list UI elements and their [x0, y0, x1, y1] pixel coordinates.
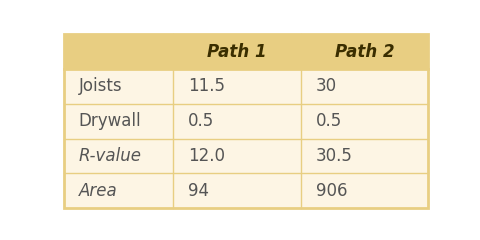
Bar [300, 104, 428, 138]
Text: Path 1: Path 1 [207, 43, 267, 61]
Text: Area: Area [79, 182, 117, 200]
Text: 30: 30 [315, 78, 336, 96]
Text: 94: 94 [188, 182, 209, 200]
Bar [300, 34, 428, 69]
Bar [173, 69, 300, 104]
Bar [173, 34, 300, 69]
Bar [64, 138, 173, 173]
Bar [300, 69, 428, 104]
Text: 0.5: 0.5 [188, 112, 214, 130]
Bar [64, 69, 173, 104]
Text: 12.0: 12.0 [188, 147, 225, 165]
Text: 0.5: 0.5 [315, 112, 342, 130]
Text: Drywall: Drywall [79, 112, 141, 130]
Bar [64, 34, 173, 69]
Bar [173, 138, 300, 173]
Text: R-value: R-value [79, 147, 142, 165]
Bar [64, 173, 173, 208]
Text: Joists: Joists [79, 78, 122, 96]
Text: 30.5: 30.5 [315, 147, 352, 165]
Bar [173, 104, 300, 138]
Text: Path 2: Path 2 [335, 43, 394, 61]
Bar [64, 104, 173, 138]
Bar [300, 138, 428, 173]
Text: 11.5: 11.5 [188, 78, 225, 96]
Text: 906: 906 [315, 182, 347, 200]
Bar [300, 173, 428, 208]
Bar [173, 173, 300, 208]
